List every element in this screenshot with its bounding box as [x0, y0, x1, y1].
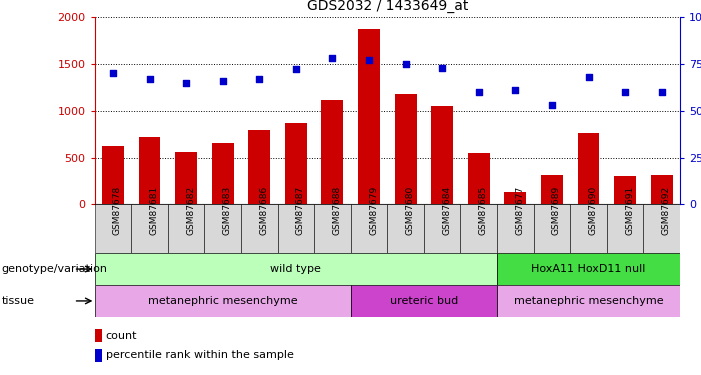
Bar: [505, 192, 526, 204]
Text: metanephric mesenchyme: metanephric mesenchyme: [148, 296, 297, 306]
Text: GSM87687: GSM87687: [296, 186, 305, 235]
Point: [437, 64, 448, 70]
Bar: [424, 204, 461, 253]
Bar: [570, 204, 607, 253]
Bar: [241, 204, 278, 253]
Bar: [614, 176, 636, 204]
Text: wild type: wild type: [271, 264, 321, 274]
Title: GDS2032 / 1433649_at: GDS2032 / 1433649_at: [306, 0, 468, 13]
Bar: [95, 204, 131, 253]
Point: [620, 89, 631, 95]
Bar: [533, 204, 570, 253]
Bar: [285, 123, 307, 204]
Text: genotype/variation: genotype/variation: [1, 264, 107, 274]
Point: [363, 57, 374, 63]
Bar: [278, 204, 314, 253]
Text: count: count: [106, 330, 137, 340]
Bar: [175, 152, 197, 204]
Bar: [497, 204, 533, 253]
Bar: [95, 349, 102, 361]
Bar: [314, 204, 350, 253]
Bar: [497, 285, 680, 317]
Text: GSM87683: GSM87683: [223, 186, 231, 235]
Text: GSM87680: GSM87680: [406, 186, 414, 235]
Bar: [431, 106, 453, 204]
Bar: [95, 285, 350, 317]
Text: GSM87678: GSM87678: [113, 186, 122, 235]
Bar: [578, 133, 599, 204]
Bar: [358, 29, 380, 204]
Text: GSM87679: GSM87679: [369, 186, 378, 235]
Bar: [212, 142, 233, 204]
Text: GSM87688: GSM87688: [332, 186, 341, 235]
Text: GSM87686: GSM87686: [259, 186, 268, 235]
Text: ureteric bud: ureteric bud: [390, 296, 458, 306]
Text: GSM87689: GSM87689: [552, 186, 561, 235]
Bar: [395, 94, 416, 204]
Text: GSM87690: GSM87690: [589, 186, 597, 235]
Bar: [139, 137, 161, 204]
Point: [327, 55, 338, 61]
Bar: [388, 204, 424, 253]
Text: GSM87691: GSM87691: [625, 186, 634, 235]
Bar: [95, 329, 102, 342]
Text: GSM87681: GSM87681: [149, 186, 158, 235]
Bar: [651, 176, 673, 204]
Bar: [468, 153, 490, 204]
Text: metanephric mesenchyme: metanephric mesenchyme: [514, 296, 663, 306]
Bar: [205, 204, 241, 253]
Point: [400, 61, 411, 67]
Point: [546, 102, 557, 108]
Text: GSM87677: GSM87677: [515, 186, 524, 235]
Point: [510, 87, 521, 93]
Bar: [248, 130, 271, 204]
Text: GSM87684: GSM87684: [442, 186, 451, 235]
Text: tissue: tissue: [1, 296, 34, 306]
Point: [144, 76, 155, 82]
Bar: [497, 253, 680, 285]
Bar: [350, 204, 387, 253]
Text: GSM87692: GSM87692: [662, 186, 671, 235]
Bar: [644, 204, 680, 253]
Point: [107, 70, 118, 76]
Point: [656, 89, 667, 95]
Bar: [168, 204, 205, 253]
Bar: [322, 100, 343, 204]
Bar: [350, 285, 497, 317]
Text: GSM87685: GSM87685: [479, 186, 488, 235]
Text: GSM87682: GSM87682: [186, 186, 195, 235]
Point: [254, 76, 265, 82]
Bar: [607, 204, 644, 253]
Bar: [102, 146, 124, 204]
Text: percentile rank within the sample: percentile rank within the sample: [106, 350, 294, 360]
Bar: [131, 204, 168, 253]
Bar: [461, 204, 497, 253]
Point: [217, 78, 229, 84]
Point: [180, 80, 191, 86]
Point: [290, 66, 301, 72]
Point: [583, 74, 594, 80]
Point: [473, 89, 484, 95]
Bar: [95, 253, 497, 285]
Text: HoxA11 HoxD11 null: HoxA11 HoxD11 null: [531, 264, 646, 274]
Bar: [541, 176, 563, 204]
